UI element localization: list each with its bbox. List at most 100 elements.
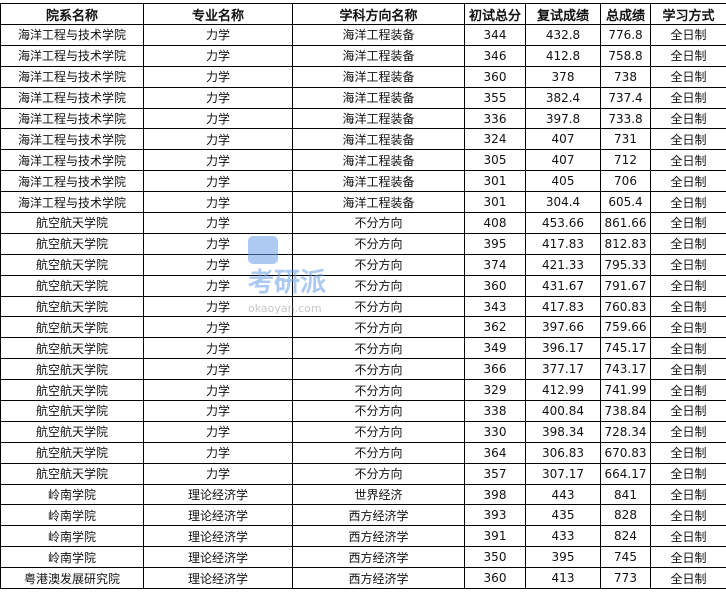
cell-department: 海洋工程与技术学院 [0, 191, 144, 214]
cell-direction: 海洋工程装备 [292, 86, 465, 109]
cell-total-score: 824 [600, 525, 651, 548]
cell-major: 理论经济学 [143, 567, 293, 590]
cell-direction: 海洋工程装备 [292, 191, 465, 214]
cell-retest-score: 396.17 [525, 337, 601, 360]
cell-initial-score: 395 [464, 232, 526, 255]
cell-direction: 西方经济学 [292, 525, 465, 548]
table-row: 粤港澳发展研究院 理论经济学 西方经济学 360 413 773 全日制 [0, 567, 726, 590]
cell-retest-score: 421.33 [525, 253, 601, 276]
column-header-total-score: 总成绩 [600, 3, 651, 25]
cell-retest-score: 378 [525, 65, 601, 88]
cell-study-mode: 全日制 [650, 295, 726, 318]
cell-major: 理论经济学 [143, 483, 293, 506]
column-header-department: 院系名称 [0, 3, 144, 25]
cell-direction: 不分方向 [292, 462, 465, 485]
cell-total-score: 733.8 [600, 107, 651, 130]
cell-total-score: 791.67 [600, 274, 651, 297]
cell-initial-score: 408 [464, 212, 526, 234]
cell-retest-score: 413 [525, 567, 601, 590]
cell-study-mode: 全日制 [650, 567, 726, 590]
cell-total-score: 760.83 [600, 295, 651, 318]
cell-initial-score: 336 [464, 107, 526, 130]
cell-direction: 不分方向 [292, 358, 465, 381]
cell-total-score: 712 [600, 149, 651, 172]
cell-department: 海洋工程与技术学院 [0, 170, 144, 193]
cell-initial-score: 305 [464, 149, 526, 172]
cell-department: 海洋工程与技术学院 [0, 44, 144, 67]
cell-direction: 不分方向 [292, 441, 465, 464]
cell-total-score: 745.17 [600, 337, 651, 360]
table-row: 海洋工程与技术学院 力学 海洋工程装备 305 407 712 全日制 [0, 149, 726, 172]
table-row: 岭南学院 理论经济学 西方经济学 391 433 824 全日制 [0, 525, 726, 548]
table-row: 航空航天学院 力学 不分方向 349 396.17 745.17 全日制 [0, 337, 726, 360]
cell-department: 航空航天学院 [0, 212, 144, 234]
cell-total-score: 738.84 [600, 400, 651, 422]
cell-major: 力学 [143, 420, 293, 443]
cell-retest-score: 407 [525, 128, 601, 151]
cell-initial-score: 360 [464, 65, 526, 88]
table-row: 岭南学院 理论经济学 西方经济学 350 395 745 全日制 [0, 546, 726, 569]
cell-direction: 不分方向 [292, 420, 465, 443]
cell-total-score: 728.34 [600, 420, 651, 443]
cell-initial-score: 344 [464, 24, 526, 46]
cell-retest-score: 443 [525, 483, 601, 506]
cell-study-mode: 全日制 [650, 483, 726, 506]
cell-study-mode: 全日制 [650, 212, 726, 234]
cell-direction: 海洋工程装备 [292, 107, 465, 130]
cell-direction: 不分方向 [292, 316, 465, 339]
column-header-retest-score: 复试成绩 [525, 3, 601, 25]
cell-total-score: 828 [600, 504, 651, 527]
cell-retest-score: 397.8 [525, 107, 601, 130]
cell-department: 航空航天学院 [0, 337, 144, 360]
cell-initial-score: 364 [464, 441, 526, 464]
cell-direction: 不分方向 [292, 379, 465, 402]
table-header-row: 院系名称 专业名称 学科方向名称 初试总分 复试成绩 总成绩 学习方式 [0, 3, 726, 25]
cell-direction: 不分方向 [292, 274, 465, 297]
table-row: 海洋工程与技术学院 力学 海洋工程装备 355 382.4 737.4 全日制 [0, 86, 726, 109]
cell-study-mode: 全日制 [650, 462, 726, 485]
cell-study-mode: 全日制 [650, 337, 726, 360]
table-row: 航空航天学院 力学 不分方向 330 398.34 728.34 全日制 [0, 420, 726, 443]
cell-department: 航空航天学院 [0, 253, 144, 276]
cell-retest-score: 400.84 [525, 400, 601, 422]
cell-department: 岭南学院 [0, 504, 144, 527]
cell-initial-score: 301 [464, 170, 526, 193]
cell-total-score: 737.4 [600, 86, 651, 109]
table-row: 海洋工程与技术学院 力学 海洋工程装备 324 407 731 全日制 [0, 128, 726, 151]
cell-major: 理论经济学 [143, 504, 293, 527]
cell-direction: 西方经济学 [292, 546, 465, 569]
cell-total-score: 741.99 [600, 379, 651, 402]
cell-total-score: 776.8 [600, 24, 651, 46]
cell-direction: 西方经济学 [292, 504, 465, 527]
cell-study-mode: 全日制 [650, 24, 726, 46]
cell-initial-score: 362 [464, 316, 526, 339]
table-row: 航空航天学院 力学 不分方向 357 307.17 664.17 全日制 [0, 462, 726, 485]
cell-retest-score: 398.34 [525, 420, 601, 443]
cell-department: 海洋工程与技术学院 [0, 65, 144, 88]
cell-initial-score: 360 [464, 567, 526, 590]
table-row: 航空航天学院 力学 不分方向 360 431.67 791.67 全日制 [0, 274, 726, 297]
cell-direction: 海洋工程装备 [292, 128, 465, 151]
cell-direction: 海洋工程装备 [292, 24, 465, 46]
cell-study-mode: 全日制 [650, 400, 726, 422]
table-row: 海洋工程与技术学院 力学 海洋工程装备 360 378 738 全日制 [0, 65, 726, 88]
cell-major: 力学 [143, 337, 293, 360]
cell-study-mode: 全日制 [650, 504, 726, 527]
cell-retest-score: 397.66 [525, 316, 601, 339]
cell-department: 航空航天学院 [0, 462, 144, 485]
column-header-initial-score: 初试总分 [464, 3, 526, 25]
cell-retest-score: 431.67 [525, 274, 601, 297]
cell-study-mode: 全日制 [650, 65, 726, 88]
cell-study-mode: 全日制 [650, 358, 726, 381]
cell-major: 力学 [143, 191, 293, 214]
cell-study-mode: 全日制 [650, 107, 726, 130]
cell-department: 航空航天学院 [0, 420, 144, 443]
cell-department: 海洋工程与技术学院 [0, 107, 144, 130]
cell-initial-score: 393 [464, 504, 526, 527]
cell-initial-score: 301 [464, 191, 526, 214]
cell-department: 岭南学院 [0, 546, 144, 569]
cell-major: 力学 [143, 400, 293, 422]
cell-major: 力学 [143, 128, 293, 151]
cell-total-score: 795.33 [600, 253, 651, 276]
cell-retest-score: 377.17 [525, 358, 601, 381]
